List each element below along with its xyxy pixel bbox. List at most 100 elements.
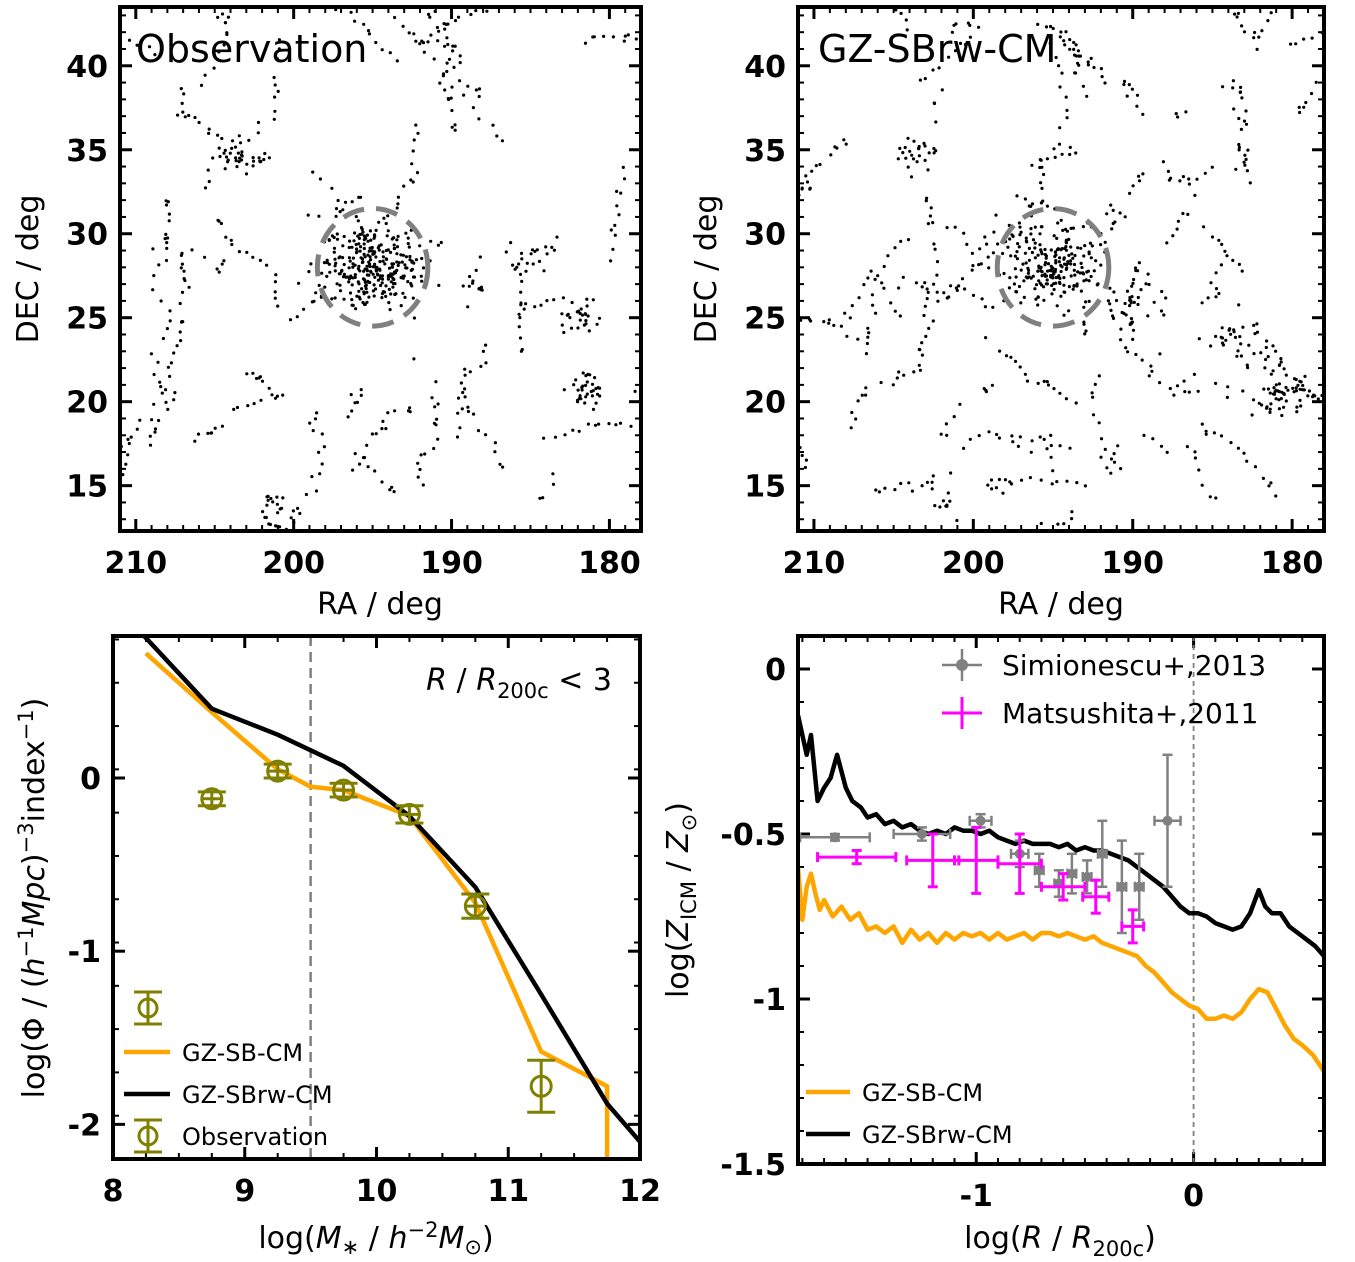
galaxy-point	[1057, 64, 1061, 68]
galaxy-point	[1099, 263, 1103, 267]
galaxy-point	[1049, 24, 1053, 29]
galaxy-point	[944, 422, 949, 426]
galaxy-point	[905, 28, 909, 32]
galaxy-point	[850, 410, 854, 415]
galaxy-point	[346, 415, 350, 419]
galaxy-point	[1298, 398, 1302, 402]
galaxy-point	[404, 266, 408, 270]
galaxy-point	[1064, 245, 1068, 249]
galaxy-point	[931, 221, 935, 225]
galaxy-point	[164, 199, 168, 203]
galaxy-point	[576, 388, 580, 392]
galaxy-point	[866, 326, 870, 330]
galaxy-point	[1229, 332, 1233, 336]
galaxy-point	[349, 275, 353, 280]
galaxy-point	[869, 269, 873, 273]
galaxy-point	[1058, 256, 1062, 260]
galaxy-point	[338, 272, 342, 276]
obs-x-tick-label: 180	[578, 546, 641, 581]
galaxy-point	[1245, 169, 1249, 173]
galaxy-point	[510, 263, 515, 267]
smf-x-axis-label: log(M∗ / h−2M⊙)	[258, 1218, 493, 1259]
galaxy-point	[1042, 437, 1046, 441]
galaxy-point	[416, 131, 420, 135]
galaxy-point	[382, 216, 386, 220]
galaxy-point	[1232, 107, 1236, 111]
galaxy-point	[591, 298, 595, 302]
galaxy-point	[357, 195, 361, 199]
galaxy-point	[1246, 148, 1250, 152]
galaxy-point	[1053, 250, 1057, 254]
galaxy-point	[893, 246, 897, 250]
galaxy-point	[332, 246, 337, 250]
galaxy-point	[374, 255, 378, 259]
galaxy-point	[435, 417, 439, 421]
galaxy-point	[391, 285, 395, 289]
galaxy-point	[237, 160, 241, 164]
galaxy-point	[1027, 246, 1031, 250]
galaxy-point	[857, 296, 861, 300]
galaxy-point	[273, 296, 277, 300]
galaxy-point	[412, 357, 416, 361]
galaxy-point	[1131, 337, 1135, 341]
metal-x-tick-label: -1	[960, 1179, 993, 1214]
galaxy-point	[1037, 279, 1041, 283]
galaxy-point	[388, 51, 392, 55]
galaxy-point	[415, 171, 420, 175]
galaxy-point	[317, 214, 321, 218]
galaxy-point	[412, 32, 416, 36]
galaxy-point	[1080, 265, 1084, 270]
galaxy-point	[135, 427, 139, 431]
galaxy-point	[1298, 387, 1302, 391]
galaxy-point	[925, 480, 930, 484]
galaxy-point	[266, 498, 270, 502]
galaxy-point	[1079, 289, 1083, 293]
galaxy-point	[149, 352, 153, 356]
galaxy-point	[979, 262, 983, 266]
galaxy-point	[1266, 355, 1270, 359]
galaxy-point	[545, 299, 549, 303]
galaxy-point	[1052, 234, 1056, 238]
galaxy-point	[1072, 268, 1076, 272]
galaxy-point	[266, 494, 270, 498]
galaxy-point	[1025, 379, 1030, 383]
galaxy-point	[1074, 401, 1078, 405]
galaxy-point	[127, 38, 132, 42]
metal-plot-frame	[796, 634, 1326, 1166]
galaxy-point	[223, 21, 228, 25]
galaxy-point	[1123, 301, 1127, 306]
galaxy-point	[932, 282, 936, 286]
galaxy-point	[800, 453, 804, 458]
galaxy-point	[157, 418, 161, 423]
galaxy-point	[1040, 186, 1044, 190]
galaxy-point	[350, 283, 354, 287]
galaxy-point	[1247, 343, 1251, 347]
galaxy-point	[1099, 243, 1103, 247]
galaxy-point	[1070, 510, 1074, 514]
galaxy-point	[380, 274, 385, 278]
galaxy-point	[376, 278, 380, 282]
galaxy-point	[335, 237, 340, 241]
galaxy-point	[933, 247, 937, 251]
galaxy-point	[935, 290, 939, 294]
galaxy-point	[1039, 158, 1043, 162]
galaxy-point	[917, 147, 921, 151]
galaxy-point	[1160, 289, 1164, 294]
galaxy-point	[1301, 383, 1305, 388]
galaxy-point	[395, 252, 399, 256]
galaxy-point	[477, 94, 481, 99]
galaxy-point	[553, 435, 558, 439]
galaxy-point	[1183, 390, 1187, 394]
galaxy-point	[463, 373, 467, 377]
galaxy-point	[1008, 480, 1012, 484]
galaxy-point	[333, 264, 337, 268]
galaxy-point	[1039, 521, 1043, 526]
galaxy-point	[634, 37, 638, 41]
galaxy-point	[493, 450, 497, 454]
galaxy-point	[1264, 345, 1268, 350]
galaxy-point	[1018, 435, 1022, 439]
galaxy-point	[1159, 309, 1164, 313]
galaxy-point	[986, 255, 990, 259]
galaxy-point	[223, 148, 227, 152]
